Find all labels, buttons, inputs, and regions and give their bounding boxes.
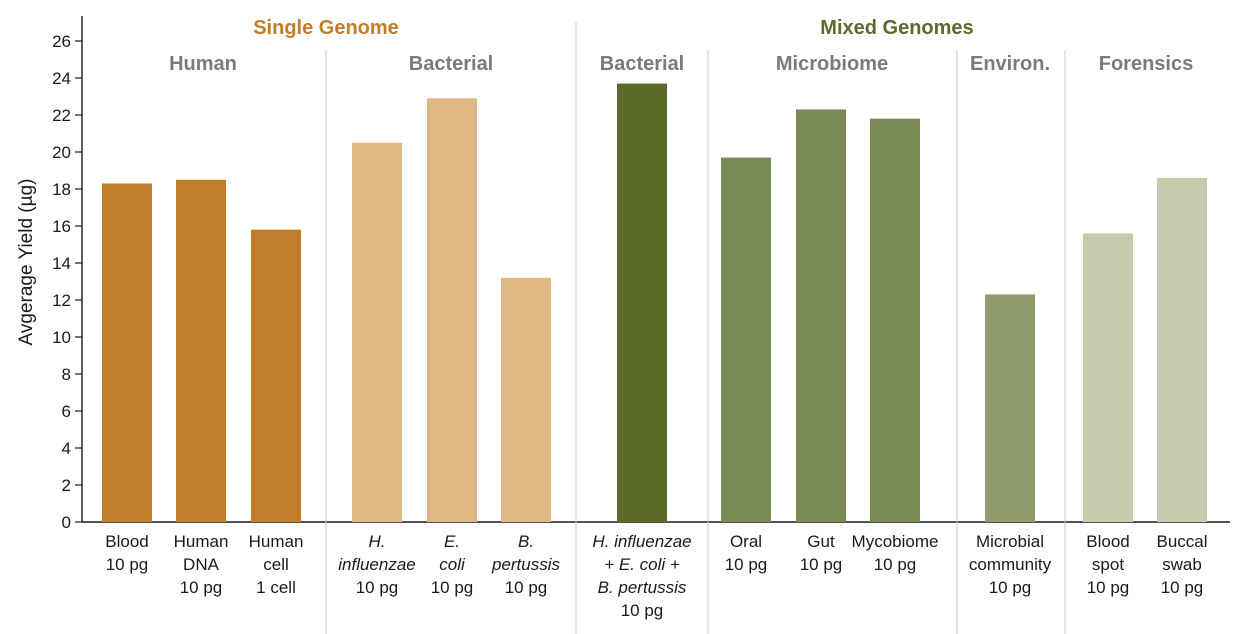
y-tick-label: 0 [62,513,71,532]
y-axis-label: Avgerage Yield (µg) [16,179,37,346]
category-label: B. pertussis 10 pg [491,532,561,597]
group-separators [325,22,1066,634]
y-tick-label: 14 [52,254,71,273]
y-tick-label: 20 [52,143,71,162]
category-label: Blood spot 10 pg [1086,532,1129,597]
group-label: Forensics [1099,53,1193,75]
y-tick-label: 22 [52,106,71,125]
y-tick-label: 26 [52,32,71,51]
bar [102,183,152,522]
group-label: Microbiome [776,53,888,75]
bar [870,118,920,522]
supergroup-label: Mixed Genomes [820,17,973,39]
group-label: Bacterial [409,53,494,75]
bar [427,98,477,522]
y-tick-label: 18 [52,180,71,199]
y-tick-label: 16 [52,217,71,236]
group-label: Human [169,53,237,75]
category-label: Microbial community 10 pg [969,532,1052,597]
supergroup-label: Single Genome [253,17,399,39]
y-tick-label: 12 [52,291,71,310]
y-tick-label: 6 [62,402,71,421]
category-label: Gut 10 pg [800,532,843,574]
bar [1157,177,1207,522]
bars [102,83,1207,523]
category-label: Human DNA 10 pg [174,532,229,597]
category-label: Human cell 1 cell [249,532,304,597]
bar [617,83,667,523]
category-label: H. influenzae + E. coli + B. pertussis 10 p… [592,532,691,620]
y-tick-label: 4 [62,439,71,458]
category-label: Oral 10 pg [725,532,768,574]
category-labels: Blood 10 pg Human DNA 10 pg Human cell 1 cell H.… [105,532,1207,620]
category-label: H. influenzae 10 pg [338,532,416,597]
bar [985,294,1035,522]
bar [721,157,771,523]
y-tick-label: 8 [62,365,71,384]
bar [176,179,226,522]
y-tick-label: 2 [62,476,71,495]
category-label: Blood 10 pg [105,532,148,574]
category-label: Buccal swab 10 pg [1156,532,1207,597]
bar [1083,233,1133,522]
bar [251,229,301,522]
bar [501,277,551,522]
category-label: E. coli 10 pg [431,532,474,597]
bar [352,142,402,522]
y-tick-label: 24 [52,69,71,88]
y-tick-label: 10 [52,328,71,347]
bar [796,109,846,522]
category-label: Mycobiome 10 pg [852,532,939,574]
group-label: Bacterial [600,53,685,75]
group-label: Environ. [970,53,1050,75]
group-headers: Single Genome Mixed Genomes Human Bacterial… [169,17,1193,75]
